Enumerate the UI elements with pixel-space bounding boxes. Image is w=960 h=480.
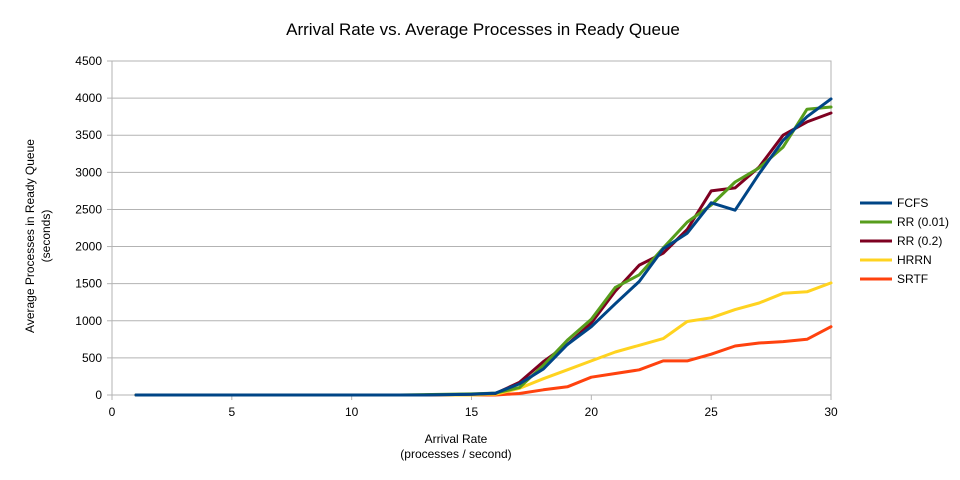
y-tick-label: 3000 xyxy=(75,165,102,179)
y-tick-label: 3500 xyxy=(75,128,102,142)
y-axis-label-line2: (seconds) xyxy=(39,210,53,263)
legend: FCFS RR (0.01) RR (0.2) HRRN SRTF xyxy=(860,196,949,286)
series-line-fcfs xyxy=(134,97,833,397)
legend-label: FCFS xyxy=(897,196,928,210)
legend-item-hrrn: HRRN xyxy=(860,253,932,267)
legend-item-fcfs: FCFS xyxy=(860,196,928,210)
x-axis-label-line1: Arrival Rate xyxy=(425,432,488,446)
legend-item-srtf: SRTF xyxy=(860,272,928,286)
x-tick-label: 10 xyxy=(345,405,359,419)
x-tick-label: 15 xyxy=(465,405,479,419)
chart-title: Arrival Rate vs. Average Processes in Re… xyxy=(286,20,680,39)
y-tick-labels: 0 500 1000 1500 2000 2500 3000 3500 4000 4500 xyxy=(75,54,102,402)
y-tick-label: 2000 xyxy=(75,240,102,254)
series-lines xyxy=(134,97,833,397)
legend-item-rr-0-01: RR (0.01) xyxy=(860,215,949,229)
x-tick-labels: 0 5 10 15 20 25 30 xyxy=(109,405,838,419)
series-line-srtf xyxy=(134,325,833,397)
x-axis-label-line2: (processes / second) xyxy=(400,447,511,461)
legend-label: RR (0.01) xyxy=(897,215,949,229)
series-line-rr-0-01 xyxy=(134,105,833,397)
y-axis-title: Average Processes in Ready Queue (second… xyxy=(23,139,53,333)
y-tick-label: 2500 xyxy=(75,202,102,216)
y-tick-label: 1500 xyxy=(75,277,102,291)
x-tick-label: 30 xyxy=(824,405,838,419)
series-line-hrrn xyxy=(134,281,833,397)
x-tick-label: 25 xyxy=(704,405,718,419)
x-tick-label: 5 xyxy=(228,405,235,419)
y-tick-label: 0 xyxy=(95,388,102,402)
legend-label: HRRN xyxy=(897,253,932,267)
legend-label: SRTF xyxy=(897,272,928,286)
legend-label: RR (0.2) xyxy=(897,234,942,248)
y-axis-label-line1: Average Processes in Ready Queue xyxy=(23,139,37,333)
series-line-rr-0-2 xyxy=(134,111,833,397)
y-tick-label: 4500 xyxy=(75,54,102,68)
y-tick-label: 4000 xyxy=(75,91,102,105)
legend-item-rr-0-2: RR (0.2) xyxy=(860,234,942,248)
x-tick-label: 20 xyxy=(585,405,599,419)
y-tick-label: 500 xyxy=(82,351,102,365)
plot-area xyxy=(111,60,832,396)
x-tick-label: 0 xyxy=(109,405,116,419)
y-tick-label: 1000 xyxy=(75,314,102,328)
x-axis-title: Arrival Rate (processes / second) xyxy=(400,432,511,461)
